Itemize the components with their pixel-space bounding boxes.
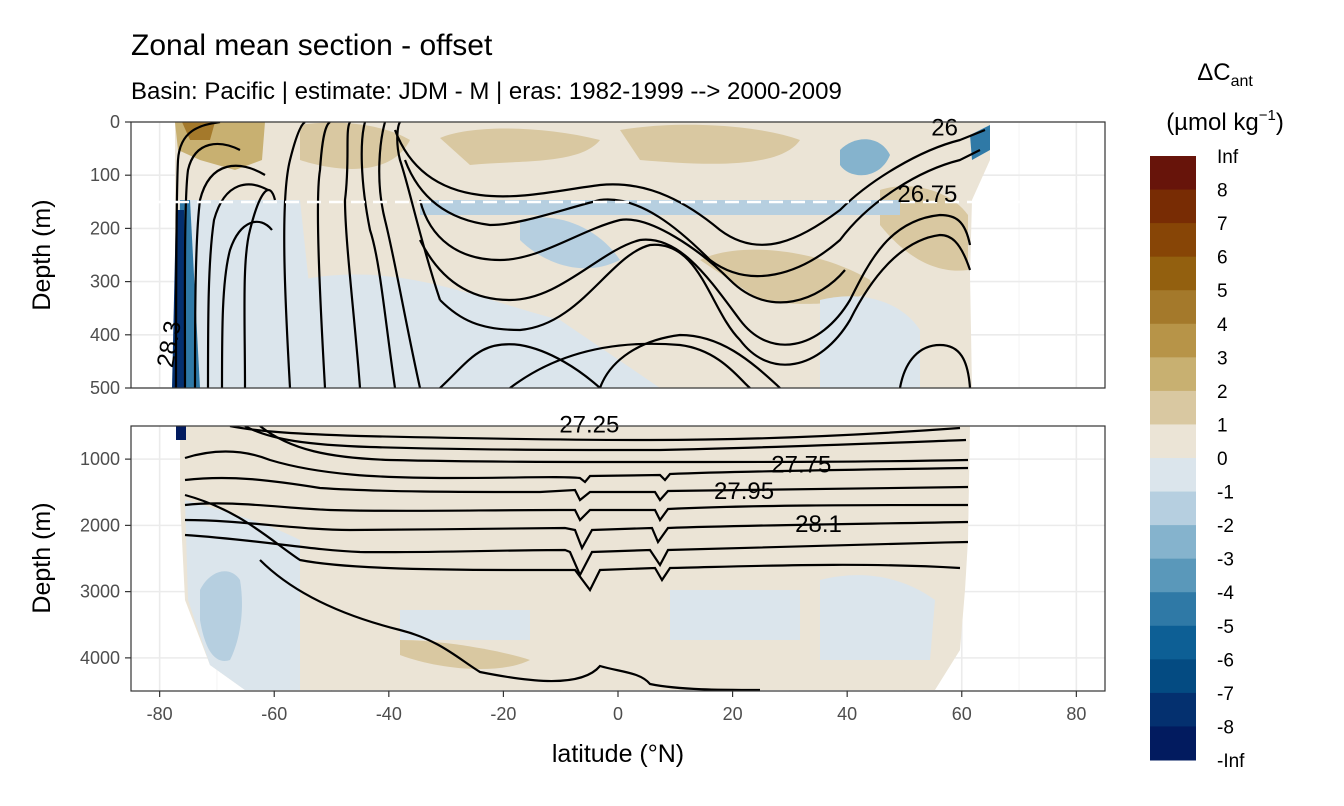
y-tick-label: 2000: [80, 515, 120, 535]
legend-label: 2: [1217, 382, 1228, 403]
upper-panel-field: [172, 122, 990, 388]
x-tick-label: -20: [490, 704, 516, 724]
contour-label: 27.75: [771, 451, 831, 478]
legend-label: 1: [1217, 415, 1228, 436]
legend-swatch: [1150, 525, 1196, 560]
y-axis-title-lower: Depth (m): [28, 502, 56, 613]
chart-subtitle: Basin: Pacific | estimate: JDM - M | era…: [131, 78, 842, 105]
y-tick-label: 300: [90, 272, 120, 292]
legend-label: -7: [1217, 684, 1234, 705]
axes: -80 -60 -40 -20 0 20 40 60 80 0 100 200 300 400 500 100…: [80, 112, 1086, 724]
contour-labels: 26 26.75 28.3 27.25 27.75 27.95 28.1: [152, 114, 958, 538]
legend-swatch: [1150, 290, 1196, 325]
contour-label: 28.1: [795, 511, 842, 538]
legend-label: -5: [1217, 617, 1234, 638]
legend-swatch: [1150, 223, 1196, 258]
legend-label: 8: [1217, 181, 1228, 202]
legend-swatch: [1150, 659, 1196, 694]
x-tick-label: 80: [1066, 704, 1086, 724]
y-tick-label: 0: [110, 112, 120, 132]
legend-swatch: [1150, 592, 1196, 627]
legend-title: ΔCant: [1197, 59, 1253, 90]
legend-swatch: [1150, 357, 1196, 392]
legend-swatch: [1150, 558, 1196, 593]
legend-swatch: [1150, 625, 1196, 660]
legend-swatch: [1150, 189, 1196, 224]
y-tick-label: 1000: [80, 449, 120, 469]
upper-panel-border: [130, 121, 1106, 389]
legend-swatch: [1150, 692, 1196, 727]
legend-label: 7: [1217, 214, 1228, 235]
legend-swatch: [1150, 726, 1196, 761]
y-tick-label: 500: [90, 378, 120, 398]
legend-label: -1: [1217, 483, 1234, 504]
legend-label: 5: [1217, 281, 1228, 302]
legend-colorbar: [1150, 156, 1196, 761]
legend-label: 3: [1217, 348, 1228, 369]
upper-contours: [174, 122, 986, 388]
legend-label: -2: [1217, 516, 1234, 537]
x-tick-label: 20: [723, 704, 743, 724]
legend-label: -8: [1217, 717, 1234, 738]
legend-swatch: [1150, 424, 1196, 459]
x-tick-label: -60: [261, 704, 287, 724]
x-tick-label: 40: [837, 704, 857, 724]
contour-label: 26.75: [897, 181, 957, 208]
legend-label: -3: [1217, 550, 1234, 571]
legend-swatch: [1150, 458, 1196, 493]
x-axis-title: latitude (°N): [552, 740, 684, 768]
x-tick-label: -40: [376, 704, 402, 724]
legend-label: -6: [1217, 650, 1234, 671]
legend-labels: Inf 8 7 6 5 4 3 2 1 0 -1 -2 -3 -4 -5 -6 -7 -8 -Inf: [1217, 147, 1245, 772]
legend: ΔCant (µmol kg−1) Inf 8 7 6 5 4 3 2 1 0 -1 -2 -3 -4 -5…: [1150, 59, 1284, 772]
contour-label: 27.95: [714, 478, 774, 505]
y-tick-label: 3000: [80, 582, 120, 602]
x-tick-label: -80: [147, 704, 173, 724]
contour-label: 27.25: [559, 412, 619, 439]
y-tick-label: 400: [90, 325, 120, 345]
contour-label: 26: [931, 114, 958, 141]
y-tick-label: 200: [90, 218, 120, 238]
x-tick-label: 0: [613, 704, 623, 724]
legend-label: -4: [1217, 583, 1234, 604]
legend-label: 6: [1217, 248, 1228, 269]
legend-label: 4: [1217, 315, 1228, 336]
legend-swatch: [1150, 256, 1196, 291]
y-tick-label: 4000: [80, 648, 120, 668]
legend-swatch: [1150, 390, 1196, 425]
legend-swatch: [1150, 323, 1196, 358]
legend-unit: (µmol kg−1): [1166, 107, 1284, 136]
y-tick-label: 100: [90, 165, 120, 185]
legend-label: Inf: [1217, 147, 1239, 168]
legend-swatch: [1150, 491, 1196, 526]
chart-title: Zonal mean section - offset: [131, 29, 493, 62]
y-axis-title-upper: Depth (m): [28, 199, 56, 310]
x-tick-label: 60: [952, 704, 972, 724]
legend-label: 0: [1217, 449, 1228, 470]
legend-swatch: [1150, 156, 1196, 191]
lower-contours: [184, 426, 969, 691]
legend-label: -Inf: [1217, 751, 1245, 772]
